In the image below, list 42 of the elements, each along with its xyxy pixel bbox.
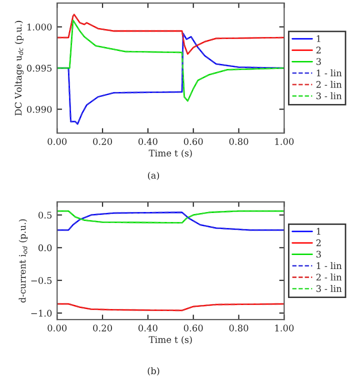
- x-tick-label: 0.20: [93, 324, 112, 332]
- x-tick-label: 0.00: [48, 138, 67, 145]
- x-axis-title: Time t (s): [148, 149, 192, 158]
- legend-label: 3: [316, 58, 321, 65]
- x-tick-label: 0.60: [184, 138, 203, 145]
- x-tick-label: 0.20: [93, 138, 112, 145]
- legend-label: 1 - lin: [316, 69, 342, 76]
- legend-label: 2: [316, 239, 321, 246]
- y-tick-label: 0.5: [38, 212, 52, 219]
- y-axis-title: DC Voltage u$_{dc}$ (p.u.): [14, 20, 24, 116]
- y-tick-label: 0.995: [27, 64, 52, 72]
- x-tick-label: 0.80: [229, 138, 248, 145]
- x-tick-label: 0.00: [48, 324, 67, 332]
- x-tick-label: 1.00: [275, 138, 294, 145]
- legend-label: 3 - lin: [316, 92, 342, 100]
- y-tick-label: 1.000: [28, 24, 52, 30]
- legend-label: 1: [316, 228, 320, 235]
- x-tick-label: 0.40: [138, 138, 158, 145]
- legend-label: 2 - lin: [316, 80, 342, 88]
- legend-label: 3: [316, 250, 321, 258]
- text: (a): [148, 172, 160, 180]
- y-axis-title: d-current i$_{od}$ (p.u.): [18, 219, 28, 303]
- legend-label: 1 - lin: [316, 262, 342, 269]
- x-tick-label: 0.60: [184, 324, 203, 332]
- x-axis-title: Time t (s): [148, 336, 192, 344]
- legend-label: 2 - lin: [316, 274, 342, 280]
- line-series: [57, 20, 284, 102]
- legend-label: 3 - lin: [316, 285, 342, 292]
- y-tick-label: −0.5: [31, 277, 52, 284]
- x-tick-label: 1.00: [275, 324, 294, 332]
- y-tick-label: −1.0: [31, 310, 52, 317]
- line-series: [57, 14, 284, 55]
- y-tick-label: 0.0: [38, 244, 52, 252]
- text: (b): [148, 367, 160, 376]
- line-series: [57, 303, 284, 312]
- line-series: [57, 210, 284, 224]
- x-tick-label: 0.40: [138, 324, 158, 332]
- x-tick-label: 0.80: [229, 324, 248, 332]
- line-series: [57, 212, 284, 231]
- legend-label: 2: [316, 46, 321, 54]
- legend-label: 1: [316, 35, 320, 42]
- y-tick-label: 0.990: [27, 106, 52, 113]
